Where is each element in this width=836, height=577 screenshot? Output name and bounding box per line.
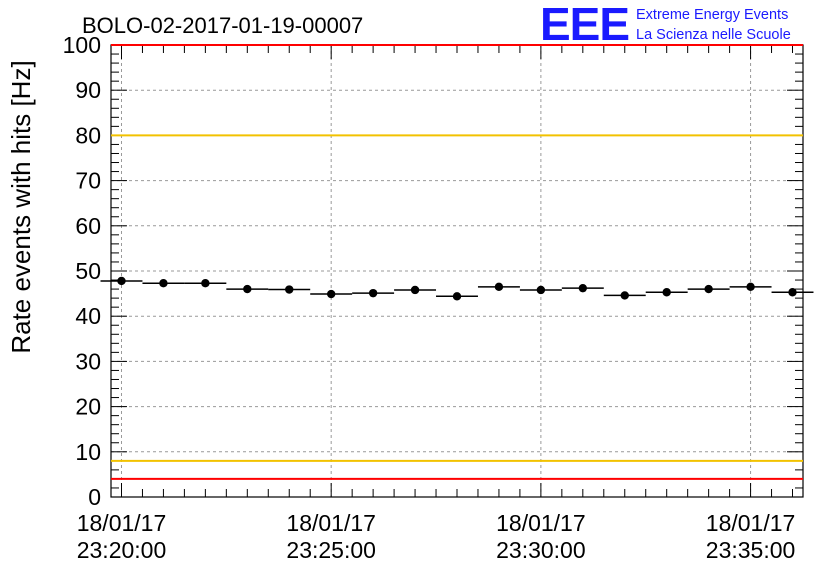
y-tick-label: 30 — [75, 348, 101, 374]
x-tick-label-time: 23:35:00 — [706, 537, 796, 563]
data-point — [326, 289, 336, 299]
y-tick-label: 0 — [88, 484, 101, 510]
data-point — [746, 282, 755, 292]
x-tick-label-date: 18/01/17 — [286, 510, 376, 536]
data-point — [788, 288, 797, 297]
data-point — [410, 285, 420, 295]
x-tick-label-time: 23:25:00 — [286, 537, 376, 563]
x-tick-label-date: 18/01/17 — [496, 510, 586, 536]
chart-title: BOLO-02-2017-01-19-00007 — [82, 13, 363, 38]
data-point — [285, 285, 294, 294]
y-tick-label: 50 — [75, 258, 101, 284]
y-tick-label: 20 — [75, 394, 101, 420]
y-tick-label: 100 — [63, 32, 101, 58]
logo-line2: La Scienza nelle Scuole — [636, 27, 791, 43]
data-point — [494, 282, 504, 292]
data-point — [620, 291, 629, 300]
data-point — [536, 285, 546, 295]
y-axis-label: Rate events with hits [Hz] — [6, 60, 36, 353]
data-point — [243, 284, 252, 294]
data-point — [578, 283, 588, 293]
x-tick-label-time: 23:20:00 — [77, 537, 167, 563]
plot-area: 010203040506070809010018/01/1723:20:0018… — [63, 32, 814, 563]
x-tick-label-time: 23:30:00 — [496, 537, 586, 563]
data-point — [159, 279, 168, 288]
data-point — [452, 292, 462, 301]
x-tick-label-date: 18/01/17 — [77, 510, 167, 536]
x-tick-label-date: 18/01/17 — [706, 510, 796, 536]
data-point — [117, 276, 126, 286]
eee-logo: EEE Extreme Energy Events La Scienza nel… — [540, 0, 791, 50]
y-tick-label: 40 — [75, 303, 101, 329]
y-tick-label: 80 — [75, 122, 101, 148]
data-point — [662, 288, 671, 297]
logo-line1: Extreme Energy Events — [636, 7, 788, 23]
y-tick-label: 60 — [75, 213, 101, 239]
y-tick-label: 90 — [75, 77, 101, 103]
logo-mark: EEE — [540, 0, 629, 50]
data-point — [201, 279, 210, 288]
y-tick-label: 70 — [75, 168, 101, 194]
y-tick-label: 10 — [75, 439, 101, 465]
data-point — [368, 288, 378, 298]
data-point — [704, 284, 713, 294]
